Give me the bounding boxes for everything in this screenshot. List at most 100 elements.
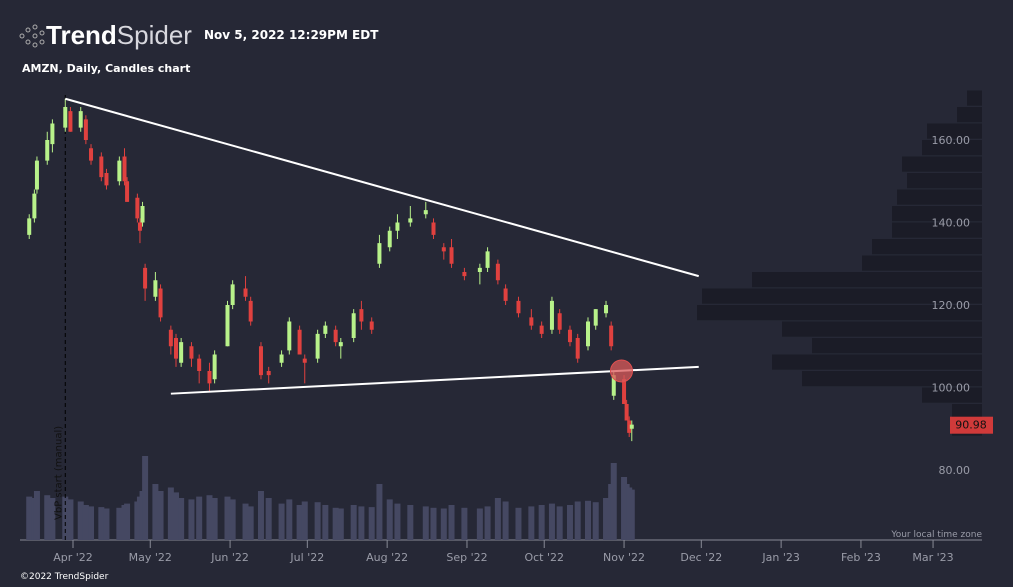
candle-body [287, 321, 292, 351]
volume-profile-bar [922, 387, 982, 403]
volume-bar [167, 487, 174, 540]
volume-bar [430, 507, 437, 540]
timestamp: Nov 5, 2022 12:29PM EDT [204, 28, 379, 42]
chart-subtitle: AMZN, Daily, Candles chart [22, 62, 191, 75]
volume-bar [211, 498, 218, 540]
volume-bar [515, 507, 522, 540]
volume-bar [314, 502, 321, 540]
candle-body [117, 160, 122, 182]
volume-profile-bar [952, 404, 982, 420]
volume-bar [229, 499, 236, 540]
brand-bold: Trend [46, 20, 117, 50]
volume-bar [407, 505, 414, 540]
y-tick-label: 120.00 [932, 299, 971, 312]
volume-profile-bar [697, 305, 982, 321]
x-tick-label: Jul '22 [289, 551, 324, 564]
candle-body [212, 354, 217, 380]
candle-body [477, 267, 482, 272]
candle-body [45, 140, 50, 161]
trendspider-logo: Trend Spider [18, 20, 192, 51]
volume-profile-bar [922, 140, 982, 156]
x-tick-label: Dec '22 [680, 551, 722, 564]
candle-body [140, 206, 145, 223]
brand-light: Spider [116, 20, 192, 50]
volume-bar [494, 498, 501, 540]
candle-body [32, 193, 37, 219]
volume-bar [440, 508, 447, 540]
candle-body [207, 371, 212, 384]
x-tick-label: Jan '23 [761, 551, 799, 564]
candle-body [99, 156, 104, 178]
candle-body [359, 309, 364, 322]
last-price-tag [950, 416, 993, 434]
volume-profile-bar [897, 189, 982, 205]
volume-bar [98, 507, 105, 540]
candle-body [539, 325, 544, 334]
candle-body [225, 305, 230, 347]
candle-body [230, 284, 235, 305]
volume-bar [33, 491, 40, 540]
candle-body [431, 222, 436, 235]
candle-body [503, 288, 508, 301]
candle-body [143, 267, 148, 289]
candle-body [197, 358, 202, 371]
candle-body [441, 247, 446, 252]
volume-bar [332, 507, 339, 540]
timezone-note: Your local time zone [890, 530, 982, 540]
volume-bar [358, 506, 365, 540]
candle-body [586, 321, 590, 347]
volume-bar [196, 496, 203, 540]
volume-profile-bar [782, 321, 982, 337]
volume-bar [628, 489, 635, 540]
volume-bar [394, 503, 401, 540]
candle-body [604, 305, 609, 314]
volume-bar [77, 501, 84, 540]
candle-body [125, 181, 130, 202]
volume-profile-bar [907, 173, 982, 189]
candle-body [323, 325, 328, 334]
candle-body [333, 329, 338, 343]
volume-bar [206, 495, 213, 540]
candle-body [611, 375, 616, 396]
volume-bar [265, 498, 272, 540]
volume-bar [566, 505, 573, 540]
candle-body [50, 123, 55, 145]
volume-bar [88, 506, 95, 540]
candle-body [266, 371, 271, 376]
candle-body [89, 148, 94, 161]
candle-body [575, 338, 580, 359]
candle-body [593, 309, 598, 326]
candle-body [338, 342, 343, 347]
x-tick-label: Mar '23 [912, 551, 953, 564]
candle-body [258, 346, 263, 376]
candle-body [168, 329, 173, 347]
volume-bar [322, 505, 329, 540]
volume-bar [548, 503, 555, 540]
volume-bar [585, 500, 591, 540]
volume-profile-bar [892, 222, 982, 238]
volume-bar [296, 505, 303, 540]
spider-icon [19, 24, 45, 47]
x-tick-label: Oct '22 [524, 551, 564, 564]
candle-body [279, 354, 284, 363]
candle-body [63, 107, 68, 128]
volume-bar [448, 505, 455, 540]
volume-bar [461, 507, 468, 540]
candle-body [27, 218, 32, 235]
x-tick-label: Nov '22 [603, 551, 645, 564]
candle-body [609, 325, 614, 347]
volume-bar [278, 503, 285, 540]
candle-body [395, 222, 400, 231]
volume-bar [286, 499, 293, 540]
volume-bar [26, 496, 33, 540]
candle-body [68, 111, 73, 132]
volume-bar [257, 491, 264, 540]
volume-profile-bar [802, 371, 982, 387]
volume-profile-bar [927, 123, 982, 139]
volume-bar [476, 508, 483, 540]
candle-body [387, 230, 392, 248]
volume-bar [124, 503, 131, 540]
candle-body [567, 329, 572, 343]
x-tick-label: Apr '22 [53, 551, 93, 564]
